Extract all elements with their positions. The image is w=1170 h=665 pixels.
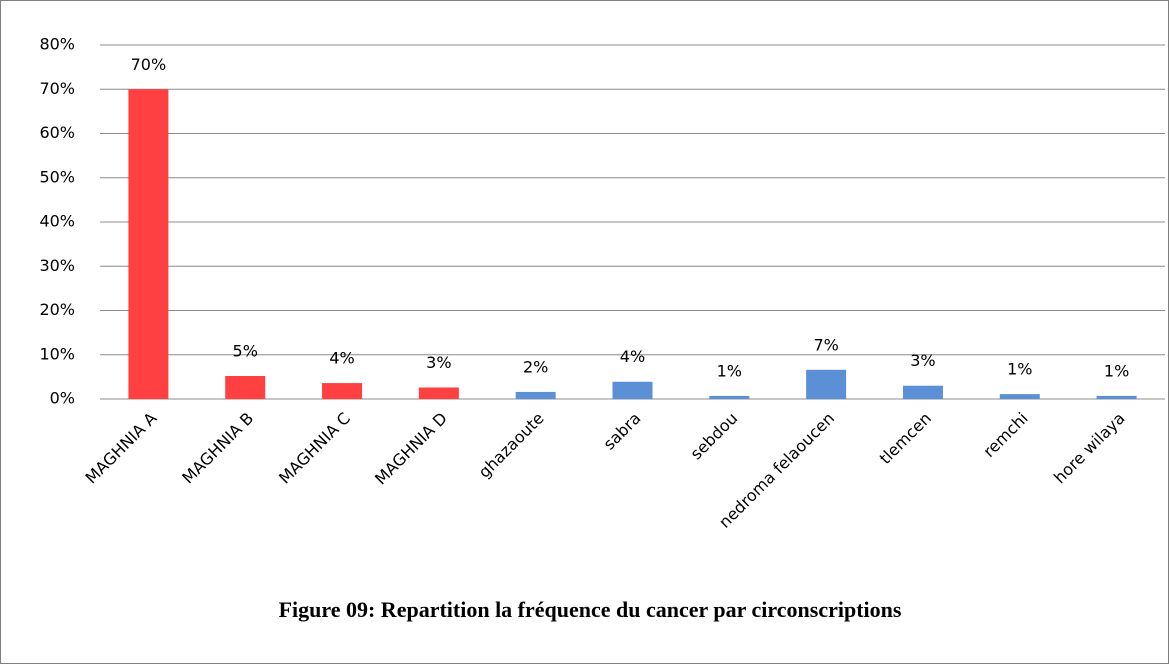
bar bbox=[225, 375, 266, 399]
y-tick-label: 60% bbox=[39, 123, 75, 142]
value-label: 5% bbox=[233, 341, 258, 360]
bar bbox=[322, 383, 363, 399]
y-tick-label: 30% bbox=[39, 256, 75, 275]
bar bbox=[612, 381, 653, 399]
value-label: 3% bbox=[910, 351, 935, 370]
y-tick-label: 0% bbox=[50, 389, 75, 408]
value-label: 1% bbox=[1104, 361, 1129, 380]
bar bbox=[515, 391, 556, 399]
y-tick-label: 80% bbox=[39, 35, 75, 54]
bar bbox=[999, 394, 1040, 399]
bar bbox=[1096, 395, 1137, 399]
bar bbox=[418, 387, 459, 399]
bar bbox=[902, 385, 943, 399]
value-label: 4% bbox=[329, 349, 354, 368]
bar bbox=[806, 369, 847, 399]
bar bbox=[709, 395, 750, 399]
bar bbox=[128, 89, 169, 399]
value-label: 1% bbox=[1007, 360, 1032, 379]
value-label: 3% bbox=[426, 353, 451, 372]
value-label: 2% bbox=[523, 357, 548, 376]
chart-title: Figure 09: Repartition la fréquence du c… bbox=[279, 597, 902, 622]
y-tick-label: 70% bbox=[39, 79, 75, 98]
y-tick-label: 10% bbox=[39, 344, 75, 363]
value-label: 7% bbox=[813, 335, 838, 354]
y-tick-label: 50% bbox=[39, 167, 75, 186]
value-label: 1% bbox=[717, 361, 742, 380]
value-label: 70% bbox=[131, 55, 167, 74]
value-label: 4% bbox=[620, 347, 645, 366]
y-tick-label: 40% bbox=[39, 212, 75, 231]
y-tick-label: 20% bbox=[39, 300, 75, 319]
